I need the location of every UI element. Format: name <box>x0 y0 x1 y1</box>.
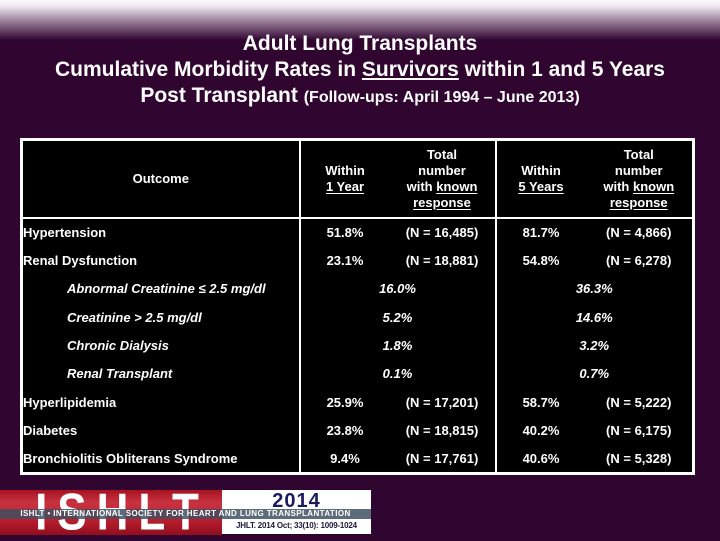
pct-5yr-cell: 40.2% <box>522 423 560 439</box>
pct-5yr-cell: 40.6% <box>522 451 560 466</box>
table-subrow-chronic-dialysis: Chronic Dialysis 1.8% 3.2% <box>21 331 694 360</box>
pct-5yr-cell: 58.7% <box>522 394 560 410</box>
pct-5yr-cell: 14.6% <box>575 309 613 325</box>
n-1yr-cell: (N = 17,201) <box>389 388 497 417</box>
pct-5yr-cell: 81.7% <box>522 224 560 240</box>
table-row-renal-dysfunction: Renal Dysfunction 23.1% (N = 18,881) 54.… <box>21 245 694 275</box>
outcome-cell: Hyperlipidemia <box>21 388 301 417</box>
outcome-cell: Hypertension <box>21 217 301 246</box>
pct-1yr-cell: 25.9% <box>326 394 364 410</box>
pct-5yr-cell: 54.8% <box>522 252 560 268</box>
followups-range: (Follow-ups: April 1994 – June 2013) <box>303 89 580 106</box>
subtitle-line: Cumulative Morbidity Rates in Survivors … <box>0 57 720 83</box>
pct-1yr-cell: 16.0% <box>299 274 497 303</box>
n-5yr-cell: (N = 5,222) <box>606 394 672 410</box>
subtitle-post: within 1 and 5 Years <box>458 58 665 81</box>
pct-1yr-cell: 23.1% <box>326 252 364 268</box>
n-5yr-cell: (N = 6,175) <box>606 423 672 439</box>
n-5yr-cell: (N = 4,866) <box>606 224 672 240</box>
ishlt-society-strip: ISHLT • INTERNATIONAL SOCIETY FOR HEART … <box>0 509 371 519</box>
col-header-total-known-1yr: Total number with known response <box>389 139 497 219</box>
morbidity-table-container: Outcome Within 1 Year Total number with kno… <box>20 138 695 475</box>
outcome-cell: Creatinine > 2.5 mg/dl <box>21 302 301 332</box>
n-1yr-cell: (N = 17,761) <box>389 445 497 474</box>
post-transplant-label: Post Transplant <box>140 84 304 107</box>
n-1yr-cell: (N = 16,485) <box>389 217 497 246</box>
page-title: Adult Lung Transplants <box>242 32 478 55</box>
table-row-bos: Bronchiolitis Obliterans Syndrome 9.4% (… <box>21 445 694 474</box>
pct-5yr-cell: 36.3% <box>575 281 613 297</box>
pct-1yr-cell: 9.4% <box>330 451 360 466</box>
morbidity-table: Outcome Within 1 Year Total number with kno… <box>20 138 695 475</box>
n-1yr-cell: (N = 18,815) <box>389 416 497 445</box>
col-header-total-known-5yr: Total number with known response <box>585 139 694 219</box>
pct-5yr-cell: 0.7% <box>579 366 610 382</box>
outcome-cell: Chronic Dialysis <box>21 331 301 360</box>
n-5yr-cell: (N = 6,278) <box>606 252 672 268</box>
col-header-outcome: Outcome <box>21 139 301 219</box>
pct-1yr-cell: 5.2% <box>299 302 497 332</box>
pct-5yr-cell: 3.2% <box>579 337 610 353</box>
table-row-hypertension: Hypertension 51.8% (N = 16,485) 81.7% (N… <box>21 217 694 246</box>
pct-1yr-cell: 51.8% <box>326 224 364 240</box>
outcome-cell: Bronchiolitis Obliterans Syndrome <box>21 445 301 474</box>
col-header-within-1-year: Within 1 Year <box>299 139 390 219</box>
outcome-cell: Abnormal Creatinine ≤ 2.5 mg/dl <box>21 274 301 303</box>
subtitle-line2: Post Transplant (Follow-ups: April 1994 … <box>0 83 720 111</box>
pct-1yr-cell: 0.1% <box>299 359 497 389</box>
n-1yr-cell: (N = 18,881) <box>389 245 497 275</box>
table-row-hyperlipidemia: Hyperlipidemia 25.9% (N = 17,201) 58.7% … <box>21 388 694 417</box>
logo-year: 2014 <box>272 490 321 512</box>
table-subrow-renal-transplant: Renal Transplant 0.1% 0.7% <box>21 359 694 389</box>
pct-1yr-cell: 1.8% <box>299 331 497 360</box>
n-5yr-cell: (N = 5,328) <box>606 451 672 466</box>
outcome-cell: Diabetes <box>21 416 301 445</box>
table-subrow-abnormal-creatinine: Abnormal Creatinine ≤ 2.5 mg/dl 16.0% 36… <box>21 274 694 303</box>
header-row: Outcome Within 1 Year Total number with kno… <box>21 139 694 219</box>
pct-1yr-cell: 23.8% <box>326 423 364 439</box>
col-header-within-5-years: Within 5 Years <box>495 139 586 219</box>
table-subrow-creatinine-gt: Creatinine > 2.5 mg/dl 5.2% 14.6% <box>21 302 694 332</box>
journal-citation: JHLT. 2014 Oct; 33(10): 1009-1024 <box>236 521 357 530</box>
subtitle-pre: Cumulative Morbidity Rates in <box>55 58 362 81</box>
outcome-cell: Renal Transplant <box>21 359 301 389</box>
slide-header: Adult Lung Transplants Cumulative Morbid… <box>0 31 720 111</box>
table-row-diabetes: Diabetes 23.8% (N = 18,815) 40.2% (N = 6… <box>21 416 694 445</box>
subtitle-survivors: Survivors <box>361 58 459 81</box>
outcome-cell: Renal Dysfunction <box>21 245 301 275</box>
top-gradient-band <box>0 0 720 42</box>
